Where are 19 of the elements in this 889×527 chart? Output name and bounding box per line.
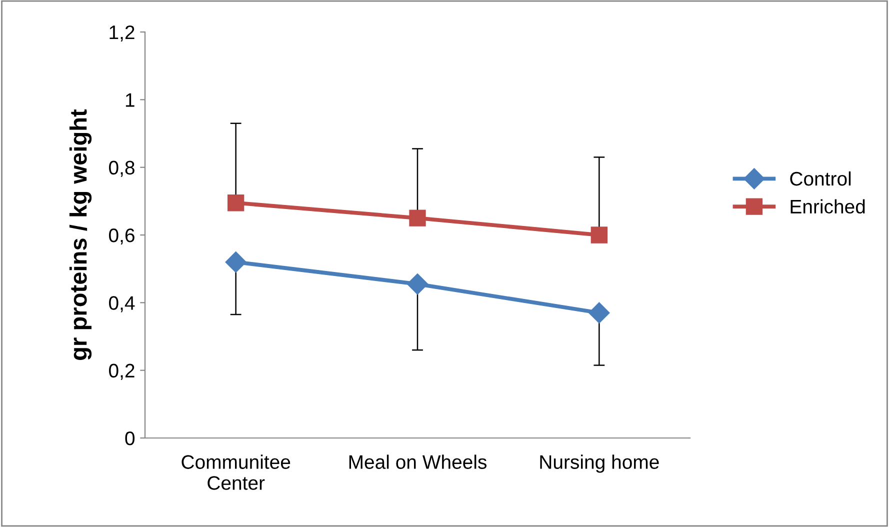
legend-label: Enriched [790,199,865,214]
x-tick-label: Nursing home [540,454,659,473]
y-tick-label: 0,2 [109,364,134,380]
point [228,194,244,212]
y-tick-label: 1,2 [110,25,134,42]
y-tick-label: 0,8 [109,160,134,177]
point [406,274,428,295]
point [590,226,608,244]
y-tick-label: 0,6 [109,228,134,245]
y-tick-label: 0,4 [109,296,135,312]
point [225,252,246,273]
x-tick-label: Meal on Wheels [349,454,487,469]
legend-label: Control [790,171,851,186]
y-tick-label: 1 [126,93,134,107]
x-tick-label: Communitee Center [182,454,290,490]
point [588,302,610,324]
y-axis-title: gr proteins / kg weight [69,109,92,360]
y-tick-label: 0 [125,431,135,446]
point [409,210,426,226]
